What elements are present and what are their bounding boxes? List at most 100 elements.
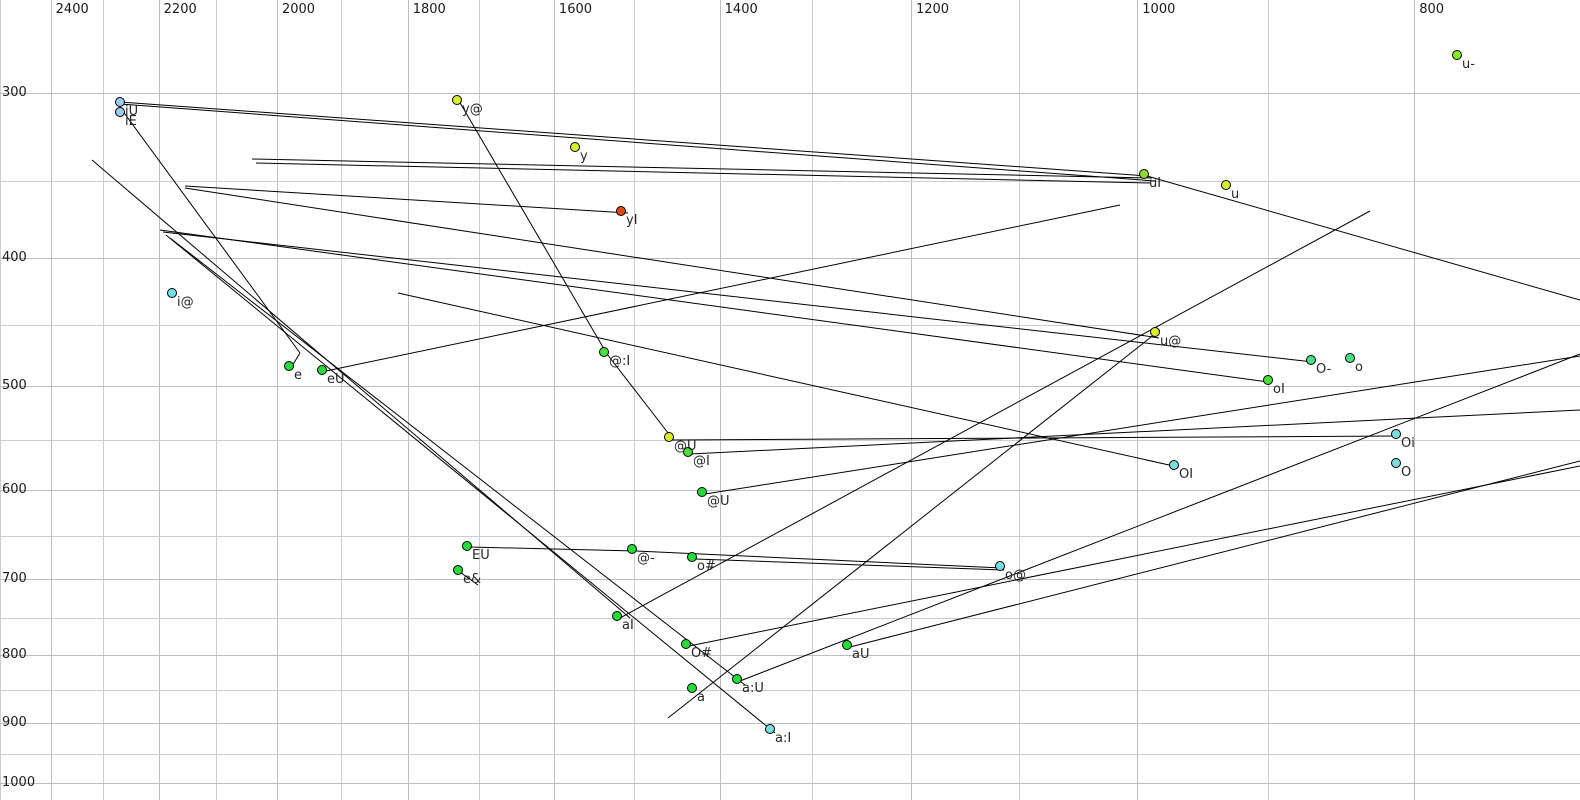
vowel-point-iU[interactable] [115, 97, 125, 107]
vowel-point-eU[interactable] [317, 365, 327, 375]
vowel-point-@U[interactable] [664, 432, 674, 442]
vowel-label-u-: u- [1462, 57, 1475, 72]
y-tick-label-900: 900 [2, 714, 27, 730]
vowel-label-i@: i@ [177, 295, 194, 310]
vowel-label-u: u [1231, 187, 1240, 202]
vowel-point-O-[interactable] [1306, 355, 1316, 365]
vowel-point-@I[interactable] [683, 447, 693, 457]
connection-line-13 [458, 100, 608, 355]
vowel-point-a:I[interactable] [765, 724, 775, 734]
data-points-layer [115, 50, 1462, 734]
vowel-point-e[interactable] [284, 361, 294, 371]
connection-line-24 [619, 210, 1371, 619]
vowel-label-@U: @U [674, 439, 697, 454]
vowel-label-aU: aU [852, 647, 870, 662]
vowel-point-i@[interactable] [167, 288, 177, 298]
vowel-point-yI[interactable] [616, 206, 626, 216]
connection-line-27 [667, 329, 1161, 719]
vowel-label-u@: u@ [1160, 334, 1182, 349]
vowel-point-a[interactable] [687, 683, 697, 693]
vowel-label-@U: @U [707, 494, 730, 509]
vowel-label-a:U: a:U [742, 681, 764, 696]
connection-line-16 [325, 204, 1121, 372]
vowel-point-OI[interactable] [1169, 460, 1179, 470]
x-tick-label-800: 800 [1419, 2, 1445, 17]
connection-line-14 [606, 353, 673, 439]
connection-line-25 [688, 465, 1580, 647]
vowel-label-O#: O# [691, 646, 713, 661]
y-tick-label-1000: 1000 [2, 775, 36, 791]
vowel-point-@U[interactable] [697, 487, 707, 497]
vowel-point-uI[interactable] [1139, 169, 1149, 179]
connection-line-23 [694, 558, 1005, 571]
vowel-label-EU: EU [472, 548, 490, 563]
vowel-point-O#[interactable] [681, 639, 691, 649]
vowel-point-aI[interactable] [612, 611, 622, 621]
x-tick-label-1200: 1200 [915, 2, 950, 17]
vowel-point-iE[interactable] [115, 107, 125, 117]
x-tick-label-1000: 1000 [1142, 2, 1176, 17]
vowel-label-o#: o# [697, 559, 716, 574]
connection-line-17 [671, 435, 1399, 441]
vowel-point-o#[interactable] [687, 552, 697, 562]
vowel-point-@-[interactable] [627, 544, 637, 554]
vowel-label-O: O [1401, 465, 1412, 480]
y-tick-label-800: 800 [2, 647, 27, 663]
vowel-point-Oi[interactable] [1391, 429, 1401, 439]
vowel-label-o: o [1355, 360, 1363, 375]
vowel-label-eU: eU [327, 372, 345, 387]
vowel-label-yI: yI [626, 213, 638, 228]
vowel-point-y[interactable] [570, 142, 580, 152]
y-tick-label-700: 700 [2, 570, 27, 586]
vowel-label-iE: iE [125, 114, 137, 129]
vowel-label-O-: O- [1316, 362, 1332, 377]
connection-line-20 [468, 546, 637, 552]
connection-line-7 [184, 187, 1160, 339]
x-tick-label-1400: 1400 [724, 2, 758, 17]
connection-line-18 [689, 409, 1580, 455]
x-tick-label-1600: 1600 [558, 2, 593, 17]
vowel-point-@:I[interactable] [599, 347, 609, 357]
vowel-label-oI: oI [1273, 382, 1285, 397]
vowel-label-e: e [294, 368, 302, 383]
connection-lines-layer [91, 100, 1580, 734]
vowel-label-@I: @I [693, 454, 710, 469]
connection-line-12 [91, 159, 631, 619]
connection-line-9 [162, 231, 1314, 363]
vowel-point-aU[interactable] [842, 640, 852, 650]
connection-line-11 [169, 237, 746, 686]
vowel-label-uI: uI [1149, 176, 1162, 191]
connection-line-28 [849, 460, 1580, 648]
vowel-label-a:I: a:I [775, 731, 792, 746]
vowel-point-oI[interactable] [1263, 375, 1273, 385]
vowel-point-o@[interactable] [995, 561, 1005, 571]
vowel-point-y@[interactable] [452, 95, 462, 105]
vowel-label-e&: e& [463, 572, 482, 587]
connection-line-2 [121, 109, 301, 354]
vowel-point-u@[interactable] [1150, 327, 1160, 337]
connection-line-10 [165, 234, 776, 734]
vowel-point-u-[interactable] [1452, 50, 1462, 60]
vowel-point-o[interactable] [1345, 353, 1355, 363]
vowel-label-@:I: @:I [609, 354, 631, 369]
vowel-label-y: y [580, 149, 588, 164]
vowel-point-O[interactable] [1391, 458, 1401, 468]
x-tick-label-2400: 2400 [55, 2, 89, 17]
vowel-point-e&[interactable] [453, 565, 463, 575]
y-tick-label-500: 500 [2, 377, 27, 393]
connection-line-22 [459, 571, 479, 586]
connection-line-26 [739, 353, 1580, 682]
x-tick-label-2000: 2000 [281, 2, 316, 17]
vowel-point-u[interactable] [1221, 180, 1231, 190]
vowel-label-Oi: Oi [1401, 436, 1415, 451]
connection-line-19 [704, 355, 1580, 495]
vowel-label-a: a [697, 690, 705, 705]
vowel-label-o@: o@ [1005, 568, 1026, 583]
vowel-point-EU[interactable] [462, 541, 472, 551]
y-tick-label-600: 600 [2, 482, 27, 498]
vowel-label-aI: aI [622, 618, 634, 633]
vowel-point-a:U[interactable] [732, 674, 742, 684]
connection-line-1 [119, 103, 1156, 182]
